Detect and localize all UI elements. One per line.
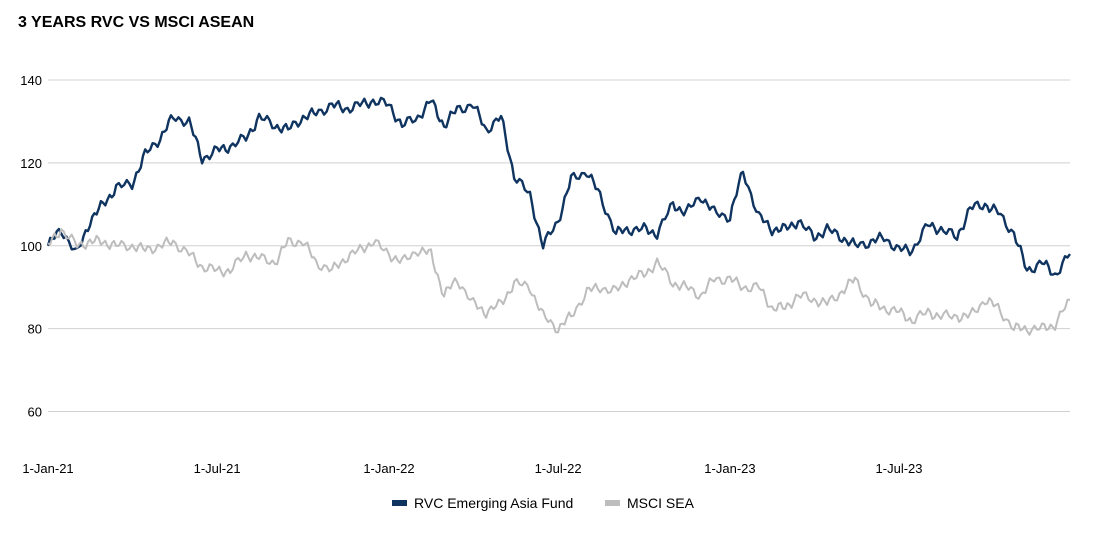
legend-swatch	[392, 500, 407, 506]
legend-swatch	[605, 500, 620, 506]
series-lines	[46, 96, 1071, 336]
y-axis-ticks: 60 80 100 120 140	[20, 73, 42, 420]
series-line-msci-sea	[47, 228, 1070, 336]
y-tick-label: 120	[20, 156, 42, 171]
chart-title: 3 YEARS RVC VS MSCI ASEAN	[18, 14, 255, 31]
x-axis-ticks: 1-Jan-21 1-Jul-21 1-Jan-22 1-Jul-22 1-Jan-23…	[22, 461, 922, 476]
x-tick-label: 1-Jul-22	[535, 461, 582, 476]
y-tick-label: 60	[28, 405, 42, 420]
y-tick-label: 140	[20, 73, 42, 88]
x-tick-label: 1-Jan-22	[363, 461, 414, 476]
x-tick-label: 1-Jul-23	[876, 461, 923, 476]
x-tick-label: 1-Jan-23	[704, 461, 755, 476]
legend-label: RVC Emerging Asia Fund	[414, 495, 573, 511]
legend-label: MSCI SEA	[627, 495, 695, 511]
legend: RVC Emerging Asia Fund MSCI SEA	[392, 495, 695, 511]
y-tick-label: 100	[20, 239, 42, 254]
x-tick-label: 1-Jan-21	[22, 461, 73, 476]
y-tick-label: 80	[28, 322, 42, 337]
series-line-rvc-emerging-asia-fund	[46, 96, 1071, 276]
x-tick-label: 1-Jul-21	[194, 461, 241, 476]
